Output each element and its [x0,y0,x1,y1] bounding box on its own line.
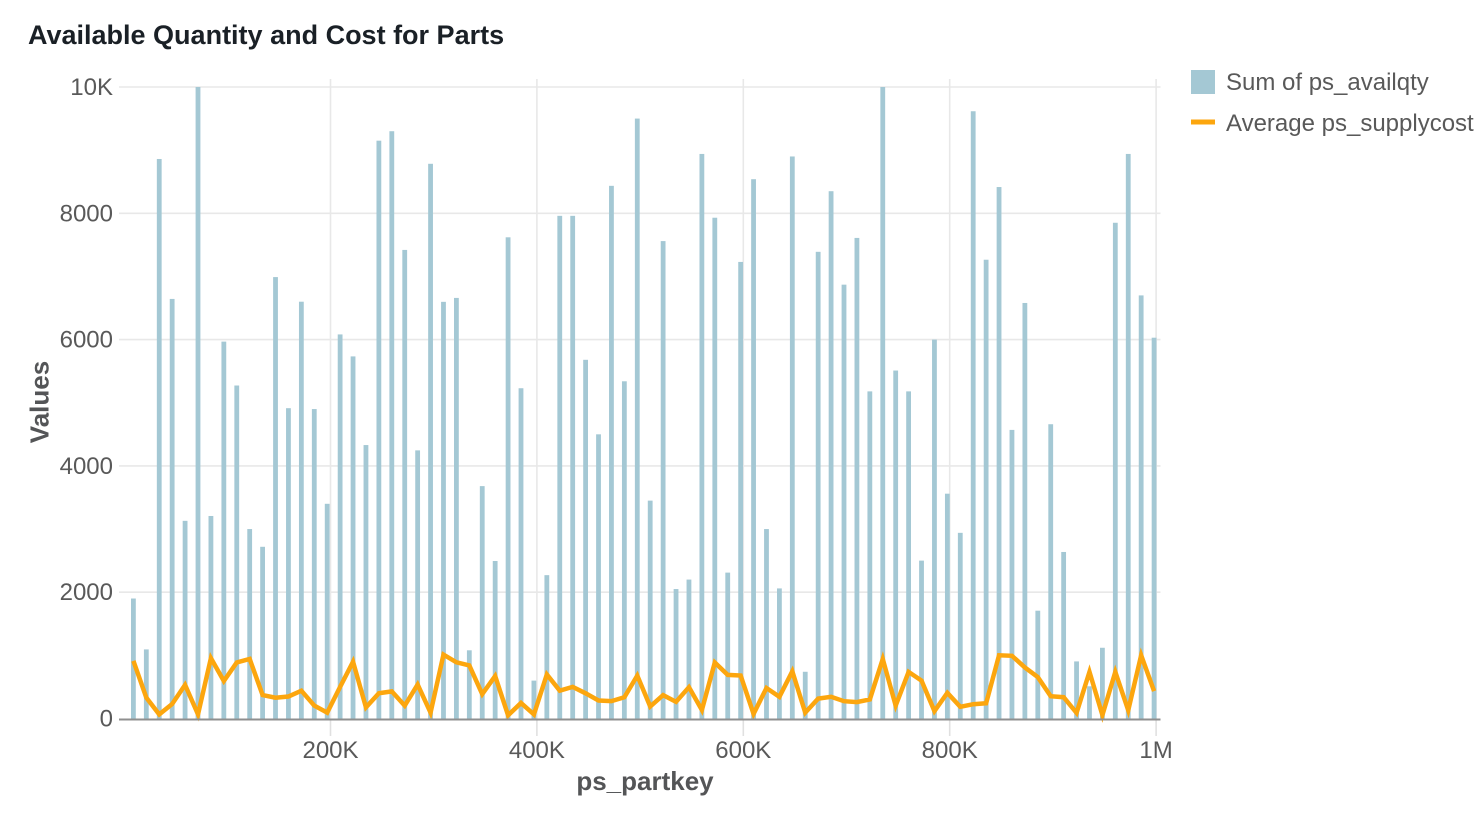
svg-text:Values: Values [25,361,55,443]
svg-text:Sum of ps_availqty: Sum of ps_availqty [1226,69,1429,96]
svg-text:600K: 600K [715,737,771,764]
svg-text:1M: 1M [1139,737,1172,764]
svg-text:Average ps_supplycost: Average ps_supplycost [1226,110,1474,137]
svg-text:0: 0 [100,706,113,733]
svg-text:4000: 4000 [60,453,113,480]
svg-text:800K: 800K [922,737,978,764]
svg-text:200K: 200K [302,737,358,764]
svg-text:2000: 2000 [60,579,113,606]
svg-text:400K: 400K [509,737,565,764]
svg-text:6000: 6000 [60,327,113,354]
svg-text:8000: 8000 [60,200,113,227]
svg-text:Available Quantity and Cost fo: Available Quantity and Cost for Parts [28,20,504,50]
svg-text:ps_partkey: ps_partkey [576,766,714,796]
svg-text:10K: 10K [70,74,113,101]
